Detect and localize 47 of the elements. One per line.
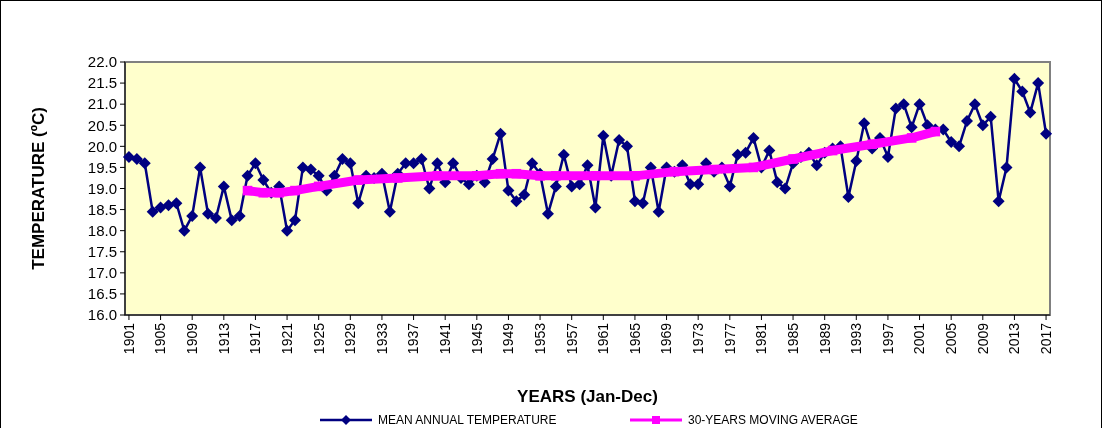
x-tick-label: 1957 <box>563 322 580 355</box>
x-tick-label: 1977 <box>721 322 738 355</box>
y-tick-label: 18.0 <box>87 221 117 239</box>
x-tick-label: 1949 <box>500 322 517 355</box>
x-tick-label: 1937 <box>405 322 422 355</box>
y-tick-label: 19.5 <box>87 158 117 176</box>
x-axis-title: YEARS (Jan-Dec) <box>517 387 658 406</box>
x-tick-label: 2005 <box>943 322 960 355</box>
y-axis-title: TEMPERATURE (ºC) <box>29 107 48 270</box>
x-tick-label: 1925 <box>310 322 327 355</box>
y-tick-label: 22.0 <box>87 53 117 71</box>
y-tick-label: 16.5 <box>87 285 117 303</box>
y-tick-label: 20.5 <box>87 116 117 134</box>
x-tick-label: 1953 <box>531 322 548 355</box>
x-tick-label: 1905 <box>152 322 169 355</box>
y-tick-label: 17.0 <box>87 264 117 282</box>
x-tick-label: 1965 <box>626 322 643 355</box>
x-tick-label: 1917 <box>247 322 264 355</box>
y-tick-label: 18.5 <box>87 200 117 218</box>
y-tick-label: 21.0 <box>87 95 117 113</box>
x-tick-label: 2017 <box>1037 322 1054 355</box>
y-tick-label: 19.0 <box>87 179 117 197</box>
x-tick-label: 1909 <box>184 322 201 355</box>
x-tick-label: 1941 <box>437 322 454 355</box>
x-tick-label: 2001 <box>911 322 928 355</box>
x-tick-label: 1981 <box>753 322 770 355</box>
x-tick-label: 1997 <box>879 322 896 355</box>
x-tick-label: 2013 <box>1006 322 1023 355</box>
x-tick-label: 1969 <box>658 322 675 355</box>
x-tick-label: 1989 <box>816 322 833 355</box>
x-tick-label: 1929 <box>342 322 359 355</box>
legend-label: 30-YEARS MOVING AVERAGE <box>688 413 858 428</box>
x-tick-label: 1973 <box>690 322 707 355</box>
y-tick-label: 20.0 <box>87 137 117 155</box>
x-tick-label: 1901 <box>120 322 137 355</box>
y-tick-label: 17.5 <box>87 243 117 260</box>
x-tick-label: 1921 <box>278 322 295 355</box>
x-tick-label: 1945 <box>468 322 485 355</box>
y-tick-label: 21.5 <box>87 74 117 92</box>
y-tick-label: 16.0 <box>87 306 117 324</box>
x-tick-label: 1961 <box>595 322 612 355</box>
x-tick-label: 1985 <box>784 322 801 355</box>
legend-label: MEAN ANNUAL TEMPERATURE <box>378 413 557 428</box>
x-tick-label: 1913 <box>215 322 232 355</box>
x-tick-label: 2009 <box>974 322 991 355</box>
x-tick-label: 1993 <box>848 322 865 355</box>
x-tick-label: 1933 <box>373 322 390 355</box>
